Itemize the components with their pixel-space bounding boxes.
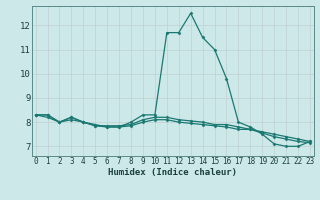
X-axis label: Humidex (Indice chaleur): Humidex (Indice chaleur) [108, 168, 237, 177]
